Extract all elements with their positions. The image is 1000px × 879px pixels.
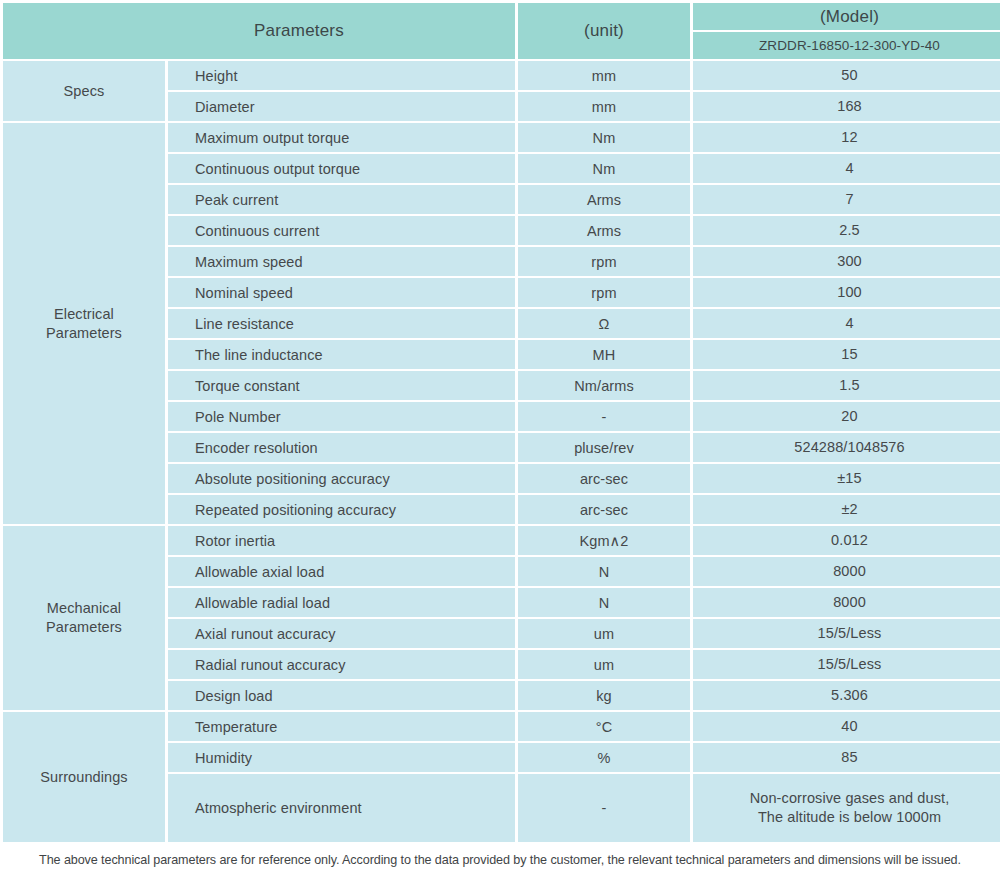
value-cell: 100: [693, 278, 1000, 307]
param-name-cell: Allowable radial load: [168, 588, 515, 617]
section-label-mechanical-parameters: MechanicalParameters: [3, 526, 165, 710]
param-name-cell: Encoder resolution: [168, 433, 515, 462]
value-cell: 300: [693, 247, 1000, 276]
unit-cell: Nm: [518, 154, 690, 183]
value-cell: 524288/1048576: [693, 433, 1000, 462]
param-name-cell: Axial runout accuracy: [168, 619, 515, 648]
param-name-cell: Repeated positioning accuracy: [168, 495, 515, 524]
unit-cell: °C: [518, 712, 690, 741]
unit-cell: rpm: [518, 278, 690, 307]
header-row: Parameters (unit) (Model): [3, 3, 1000, 30]
value-cell: 50: [693, 61, 1000, 90]
value-cell: 15: [693, 340, 1000, 369]
param-name-cell: Continuous output torque: [168, 154, 515, 183]
unit-cell: %: [518, 743, 690, 772]
value-cell: ±2: [693, 495, 1000, 524]
value-cell: 4: [693, 154, 1000, 183]
value-cell: Non-corrosive gases and dust,The altitud…: [693, 774, 1000, 842]
table-body: SpecsHeightmm50Diametermm168ElectricalPa…: [3, 61, 1000, 842]
unit-cell: Kgm∧2: [518, 526, 690, 555]
table-row: SpecsHeightmm50: [3, 61, 1000, 90]
param-name-cell: Height: [168, 61, 515, 90]
parameters-header: Parameters: [3, 3, 515, 59]
unit-cell: pluse/rev: [518, 433, 690, 462]
unit-cell: N: [518, 557, 690, 586]
unit-cell: mm: [518, 61, 690, 90]
unit-cell: um: [518, 650, 690, 679]
unit-cell: Ω: [518, 309, 690, 338]
table-header: Parameters (unit) (Model) ZRDDR-16850-12…: [3, 3, 1000, 59]
unit-cell: kg: [518, 681, 690, 710]
param-name-cell: Pole Number: [168, 402, 515, 431]
unit-cell: MH: [518, 340, 690, 369]
param-name-cell: Maximum speed: [168, 247, 515, 276]
unit-cell: rpm: [518, 247, 690, 276]
param-name-cell: Line resistance: [168, 309, 515, 338]
unit-cell: N: [518, 588, 690, 617]
param-name-cell: Design load: [168, 681, 515, 710]
param-name-cell: Maximum output torque: [168, 123, 515, 152]
table-row: SurroundingsTemperature°C40: [3, 712, 1000, 741]
value-cell: 0.012: [693, 526, 1000, 555]
model-number: ZRDDR-16850-12-300-YD-40: [693, 32, 1000, 59]
unit-cell: Arms: [518, 216, 690, 245]
param-name-cell: Allowable axial load: [168, 557, 515, 586]
value-cell: 2.5: [693, 216, 1000, 245]
value-cell: 168: [693, 92, 1000, 121]
param-name-cell: Atmospheric environment: [168, 774, 515, 842]
value-cell: ±15: [693, 464, 1000, 493]
section-label-surroundings: Surroundings: [3, 712, 165, 842]
value-cell: 8000: [693, 588, 1000, 617]
value-cell: 15/5/Less: [693, 650, 1000, 679]
value-cell: 12: [693, 123, 1000, 152]
unit-cell: -: [518, 774, 690, 842]
param-name-cell: Temperature: [168, 712, 515, 741]
unit-cell: arc-sec: [518, 495, 690, 524]
section-label-specs: Specs: [3, 61, 165, 121]
unit-cell: Arms: [518, 185, 690, 214]
page: Parameters (unit) (Model) ZRDDR-16850-12…: [0, 0, 1000, 879]
param-name-cell: Diameter: [168, 92, 515, 121]
param-name-cell: The line inductance: [168, 340, 515, 369]
param-name-cell: Humidity: [168, 743, 515, 772]
table-row: ElectricalParametersMaximum output torqu…: [3, 123, 1000, 152]
value-cell: 1.5: [693, 371, 1000, 400]
value-cell: 85: [693, 743, 1000, 772]
param-name-cell: Peak current: [168, 185, 515, 214]
unit-header: (unit): [518, 3, 690, 59]
param-name-cell: Rotor inertia: [168, 526, 515, 555]
param-name-cell: Torque constant: [168, 371, 515, 400]
spec-table: Parameters (unit) (Model) ZRDDR-16850-12…: [0, 1, 1000, 844]
section-label-electrical-parameters: ElectricalParameters: [3, 123, 165, 524]
unit-cell: -: [518, 402, 690, 431]
value-cell: 15/5/Less: [693, 619, 1000, 648]
value-cell: 20: [693, 402, 1000, 431]
value-cell: 40: [693, 712, 1000, 741]
param-name-cell: Absolute positioning accuracy: [168, 464, 515, 493]
unit-cell: um: [518, 619, 690, 648]
value-cell: 5.306: [693, 681, 1000, 710]
model-header: (Model): [693, 3, 1000, 30]
unit-cell: mm: [518, 92, 690, 121]
value-cell: 7: [693, 185, 1000, 214]
unit-cell: Nm/arms: [518, 371, 690, 400]
value-cell: 4: [693, 309, 1000, 338]
unit-cell: Nm: [518, 123, 690, 152]
unit-cell: arc-sec: [518, 464, 690, 493]
param-name-cell: Continuous current: [168, 216, 515, 245]
value-cell: 8000: [693, 557, 1000, 586]
footer-note: The above technical parameters are for r…: [0, 853, 1000, 867]
param-name-cell: Radial runout accuracy: [168, 650, 515, 679]
table-row: MechanicalParametersRotor inertiaKgm∧20.…: [3, 526, 1000, 555]
param-name-cell: Nominal speed: [168, 278, 515, 307]
